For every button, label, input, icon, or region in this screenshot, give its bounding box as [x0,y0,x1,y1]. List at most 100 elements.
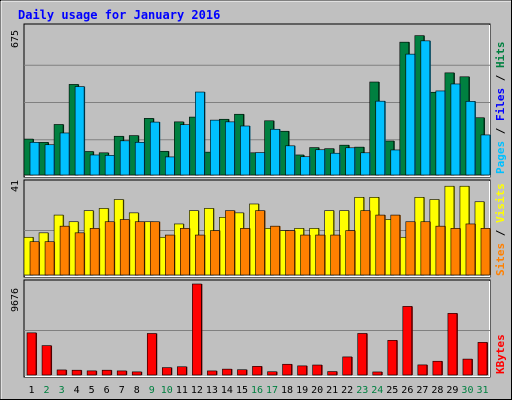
bar-top-files-24-face [375,100,386,176]
bar-bot-kbytes-5 [86,370,98,376]
bar-mid-sites-20 [315,234,326,276]
bar-top-files-11 [180,124,191,176]
bar-bot-kbytes-24-face [372,371,383,376]
bar-mid-sites-12-face [195,234,205,276]
bar-bot-kbytes-13-face [207,370,217,376]
bar-mid-sites-28 [435,225,446,276]
bar-mid-sites-3 [59,225,71,276]
bar-mid-sites-1-face [29,241,40,276]
bar-mid-sites-25 [390,214,401,276]
bar-bot-kbytes-7 [116,370,128,376]
day-label-15: 15 [236,385,248,396]
bar-top-files-20 [315,149,326,176]
bar-top-files-12 [195,91,206,176]
svg-text:Pages / Files / Hits: Pages / Files / Hits [494,42,507,175]
day-label-14: 14 [221,385,233,396]
bar-top-files-30-face [465,101,476,176]
bar-bot-kbytes-22 [342,356,353,376]
bar-mid-sites-26-face [405,221,416,276]
bar-top-files-17-face [270,128,280,176]
bar-top-files-1 [29,142,41,176]
bar-bot-kbytes-7-face [116,370,127,376]
bar-top-files-2-face [44,144,55,176]
bar-bot-kbytes-22-face [342,356,352,376]
day-label-1: 1 [29,385,35,396]
bar-mid-sites-25-face [390,214,401,276]
day-label-31: 31 [476,385,488,396]
bar-mid-sites-14 [225,210,236,276]
bar-bot-kbytes-18 [282,363,293,376]
bar-top-files-12-face [195,91,205,176]
bar-mid-sites-28-face [435,225,446,276]
bar-top-files-4-face [74,86,85,176]
bar-mid-sites-15 [240,228,251,276]
day-label-22: 22 [341,385,353,396]
bar-mid-sites-30-face [465,223,476,276]
bar-top-files-15 [240,125,251,176]
bar-mid-sites-6 [104,221,116,276]
day-label-30: 30 [461,385,473,396]
bar-mid-sites-21-face [330,234,340,276]
bar-top-files-27-face [420,40,431,176]
bar-mid-sites-23 [360,210,371,276]
day-label-5: 5 [89,385,95,396]
bar-top-files-11-face [180,124,190,176]
bar-mid-sites-4 [74,232,86,276]
bar-mid-sites-4-face [74,232,85,276]
bar-mid-sites-7 [119,219,131,276]
bar-mid-sites-30 [465,223,476,276]
bar-top-files-5 [89,154,101,176]
bar-mid-sites-10-face [165,234,175,276]
bar-bot-kbytes-15 [237,369,248,376]
bar-bot-kbytes-9 [146,333,158,376]
bar-bot-kbytes-3 [56,369,68,376]
bar-bot-kbytes-16-face [252,366,262,376]
day-label-8: 8 [134,385,140,396]
bar-top-files-15-face [240,125,250,176]
legend-pages: Pages [494,141,507,174]
day-label-28: 28 [431,385,443,396]
bar-top-files-23-face [360,152,371,176]
bar-mid-sites-27 [420,221,431,276]
bar-bot-kbytes-16 [252,366,263,376]
bar-bot-kbytes-30-face [462,358,473,376]
bar-mid-sites-12 [195,234,206,276]
bar-mid-sites-18 [285,230,296,276]
bar-bot-kbytes-11 [177,366,188,376]
bar-bot-kbytes-6-face [101,369,112,376]
bar-mid-sites-13 [210,230,221,276]
bar-top-files-31 [480,134,491,176]
bar-top-files-16-face [255,152,265,176]
bar-bot-kbytes-13 [207,370,218,376]
bar-mid-sites-31-face [480,228,491,276]
bar-top-files-5-face [89,154,100,176]
bar-mid-sites-6-face [104,221,115,276]
bar-bot-kbytes-23 [357,333,368,376]
bar-mid-sites-18-face [285,230,295,276]
bar-mid-sites-8-face [134,221,145,276]
day-label-10: 10 [161,385,173,396]
bar-top-files-10 [165,156,176,176]
bar-bot-kbytes-6 [101,369,113,376]
bar-bot-kbytes-11-face [177,366,187,376]
bar-bot-kbytes-23-face [357,333,368,376]
mid-legend: Sites / Visits [494,183,507,276]
bar-bot-kbytes-26 [402,306,413,376]
day-label-2: 2 [44,385,50,396]
bar-mid-sites-19 [300,234,311,276]
bar-bot-kbytes-27-face [417,364,428,376]
day-label-11: 11 [176,385,188,396]
bar-mid-sites-17 [270,225,281,276]
bar-bot-kbytes-21-face [327,371,337,376]
bar-top-files-6 [104,155,116,176]
bar-bot-kbytes-10 [162,367,173,376]
day-label-12: 12 [191,385,203,396]
legend-files: Files [494,88,507,121]
bar-mid-sites-9-face [149,221,160,276]
day-label-25: 25 [386,385,398,396]
bar-mid-sites-13-face [210,230,220,276]
bar-top-files-18-face [285,145,295,176]
bar-bot-kbytes-20 [312,364,323,376]
bar-top-files-4 [74,86,86,176]
